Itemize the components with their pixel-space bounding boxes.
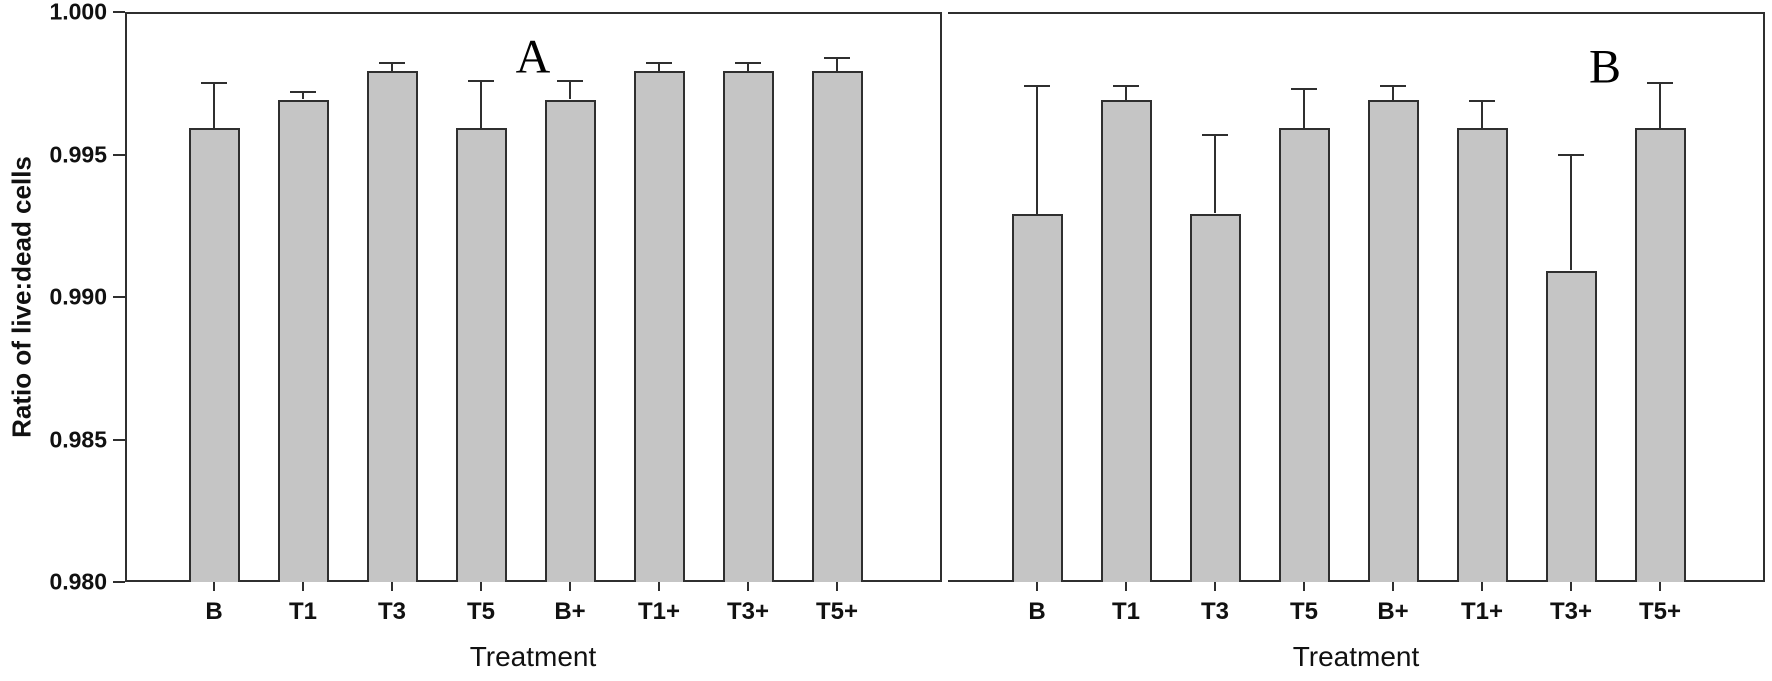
x-category-label-t1+: T1+ — [637, 598, 681, 625]
error-bar-t1 — [1125, 85, 1127, 100]
error-bar-cap-t5 — [1291, 88, 1317, 91]
error-bar-cap-b+ — [557, 79, 583, 82]
bar-t3+ — [722, 71, 774, 582]
bar-t5+ — [1634, 128, 1686, 582]
error-bar-b+ — [569, 79, 571, 100]
error-bar-cap-t5+ — [824, 56, 850, 59]
x-axis-tick-t5 — [1303, 582, 1305, 591]
x-axis-tick-b — [1036, 582, 1038, 591]
error-bar-cap-t1 — [290, 90, 316, 93]
bar-b+ — [544, 99, 596, 582]
bar-t3 — [1189, 213, 1241, 582]
x-axis-tick-b+ — [1392, 582, 1394, 591]
bar-t1 — [277, 99, 329, 582]
x-axis-tick-b+ — [569, 582, 571, 591]
error-bar-t1 — [302, 90, 304, 100]
panel-letter-b: B — [1588, 40, 1622, 94]
y-tick-label: 0.990 — [49, 283, 107, 310]
error-bar-t5+ — [836, 56, 838, 71]
error-bar-t1+ — [658, 62, 660, 71]
x-category-label-t3+: T3+ — [726, 598, 770, 625]
y-axis-tick — [113, 438, 125, 441]
x-category-label-b: B — [1028, 598, 1046, 625]
x-category-label-t1: T1 — [1111, 598, 1140, 625]
x-category-label-t5+: T5+ — [815, 598, 859, 625]
x-axis-tick-t3 — [391, 582, 393, 591]
error-bar-t3+ — [1570, 153, 1572, 271]
x-axis-tick-t1 — [1125, 582, 1127, 591]
x-axis-tick-t5 — [480, 582, 482, 591]
bar-t1 — [1100, 99, 1152, 582]
x-axis-title-panel-b: Treatment — [1292, 641, 1420, 672]
x-axis-tick-t5+ — [836, 582, 838, 591]
x-category-label-b+: B+ — [1377, 598, 1409, 625]
y-axis-tick — [113, 11, 125, 13]
y-tick-label: 0.985 — [49, 426, 107, 452]
x-axis-tick-b — [213, 582, 215, 591]
x-axis-tick-t1+ — [1481, 582, 1483, 591]
x-axis-title-panel-a: Treatment — [469, 641, 597, 672]
bar-t3+ — [1545, 270, 1597, 582]
error-bar-t3+ — [747, 62, 749, 71]
bar-t3 — [366, 71, 418, 582]
error-bar-cap-b — [1024, 85, 1050, 88]
x-axis-tick-t3+ — [1570, 582, 1572, 591]
error-bar-b — [213, 82, 215, 128]
bar-t5 — [455, 128, 507, 582]
y-axis-tick — [113, 581, 125, 583]
error-bar-t5 — [1303, 88, 1305, 128]
x-category-label-t5+: T5+ — [1638, 598, 1682, 625]
bar-t1+ — [1456, 128, 1508, 582]
error-bar-b — [1036, 85, 1038, 214]
error-bar-cap-t1 — [1113, 85, 1139, 88]
error-bar-cap-t3+ — [735, 62, 761, 65]
error-bar-cap-t1+ — [1469, 99, 1495, 102]
x-category-label-b: B — [205, 598, 223, 625]
y-axis-tick — [113, 153, 125, 156]
error-bar-cap-b — [201, 82, 227, 85]
y-tick-label: 0.995 — [49, 141, 107, 167]
x-axis-tick-t1 — [302, 582, 304, 591]
error-bar-t1+ — [1481, 99, 1483, 128]
x-category-label-t3: T3 — [1200, 598, 1229, 625]
x-category-label-t1+: T1+ — [1460, 598, 1504, 625]
error-bar-cap-t5 — [468, 79, 494, 82]
x-category-label-b+: B+ — [554, 598, 586, 625]
x-axis-tick-t5+ — [1659, 582, 1661, 591]
x-axis-tick-t3+ — [747, 582, 749, 591]
x-category-label-t5: T5 — [466, 598, 495, 625]
error-bar-cap-t3 — [379, 62, 405, 65]
bar-t5+ — [811, 71, 863, 582]
bar-t1+ — [633, 71, 685, 582]
y-tick-label: 1.000 — [49, 0, 107, 25]
bar-b — [1011, 213, 1063, 582]
error-bar-cap-b+ — [1380, 85, 1406, 88]
x-axis-tick-t1+ — [658, 582, 660, 591]
y-tick-label: 0.980 — [49, 568, 107, 595]
bar-b+ — [1367, 99, 1419, 582]
x-category-label-t3: T3 — [377, 598, 406, 625]
x-axis-tick-t3 — [1214, 582, 1216, 591]
error-bar-cap-t3 — [1202, 133, 1228, 136]
y-axis-tick — [113, 296, 125, 298]
error-bar-t3 — [391, 62, 393, 71]
error-bar-b+ — [1392, 85, 1394, 100]
panel-a-plot-box — [125, 12, 942, 582]
x-category-label-t3+: T3+ — [1549, 598, 1593, 625]
bar-t5 — [1278, 128, 1330, 582]
error-bar-cap-t3+ — [1558, 153, 1584, 156]
error-bar-t5 — [480, 79, 482, 128]
bar-b — [188, 128, 240, 582]
error-bar-cap-t1+ — [646, 62, 672, 65]
error-bar-t3 — [1214, 133, 1216, 214]
error-bar-t5+ — [1659, 82, 1661, 128]
x-category-label-t1: T1 — [288, 598, 317, 625]
error-bar-cap-t5+ — [1647, 82, 1673, 85]
panel-b-plot-box — [948, 12, 1765, 582]
x-category-label-t5: T5 — [1289, 598, 1318, 625]
panel-letter-a: A — [515, 30, 551, 84]
